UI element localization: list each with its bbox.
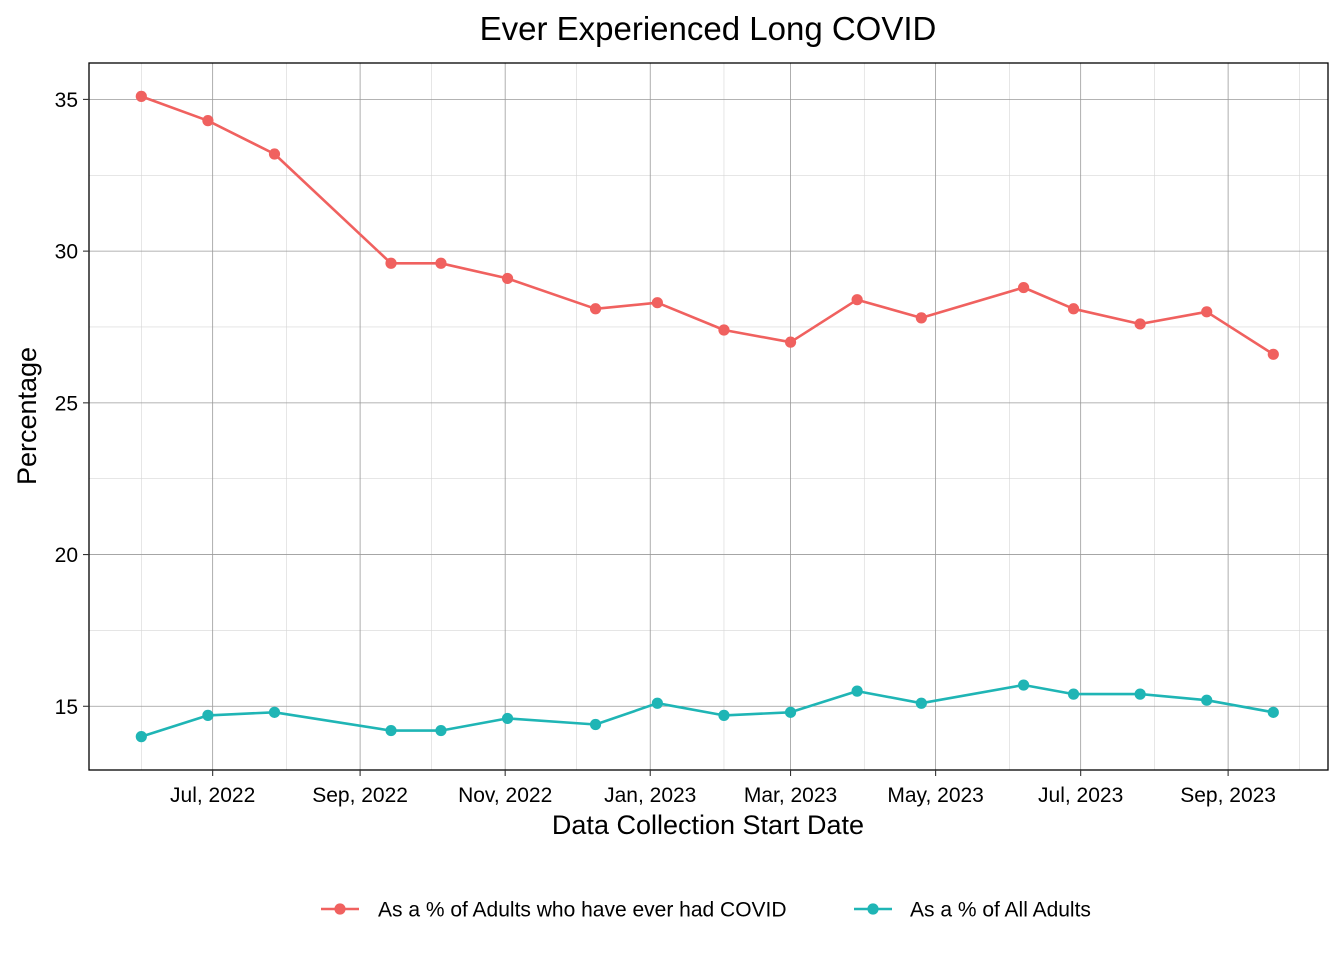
series-1 xyxy=(135,90,1279,360)
data-point xyxy=(268,148,281,160)
data-point xyxy=(1018,679,1030,691)
data-point xyxy=(1018,281,1030,294)
legend-key-point xyxy=(334,903,346,915)
chart-title: Ever Experienced Long COVID xyxy=(480,10,937,47)
data-point xyxy=(1201,306,1213,318)
legend-label: As a % of All Adults xyxy=(910,899,1091,922)
data-point xyxy=(851,294,863,306)
data-point xyxy=(718,709,730,721)
x-axis-title: Data Collection Start Date xyxy=(552,810,864,840)
x-axis: Jul, 2022 Sep, 2022 Nov, 2022 Jan, 2023 Mar,… xyxy=(170,770,1276,807)
x-tick-label: Sep, 2023 xyxy=(1180,784,1276,807)
series-line xyxy=(140,683,1274,738)
data-point xyxy=(1267,348,1279,360)
data-point xyxy=(915,697,927,709)
data-point xyxy=(202,115,214,127)
data-point xyxy=(1134,318,1146,330)
data-point xyxy=(589,718,602,731)
data-point xyxy=(501,712,514,725)
data-point xyxy=(135,731,147,743)
data-point xyxy=(1201,694,1213,706)
legend-label: As a % of Adults who have ever had COVID xyxy=(378,899,787,922)
data-point xyxy=(501,272,514,285)
data-point xyxy=(1134,688,1146,700)
x-tick-label: Nov, 2022 xyxy=(458,784,552,807)
series-layer xyxy=(135,90,1279,743)
y-tick-label: 30 xyxy=(55,241,78,264)
data-point xyxy=(1267,706,1279,718)
series-line xyxy=(140,95,1274,356)
data-point xyxy=(1067,303,1080,315)
x-tick-label: May, 2023 xyxy=(887,784,984,807)
y-tick-label: 15 xyxy=(55,696,78,719)
y-tick-label: 35 xyxy=(55,89,78,112)
data-point xyxy=(135,90,147,102)
data-point xyxy=(718,324,730,336)
data-point xyxy=(784,706,797,718)
plot-panel xyxy=(88,62,1329,771)
grid-lines xyxy=(89,63,1328,770)
data-point xyxy=(915,312,927,324)
y-axis-title: Percentage xyxy=(12,347,42,485)
data-point xyxy=(1067,688,1080,700)
data-point xyxy=(268,706,281,718)
series-2 xyxy=(135,679,1279,743)
data-point xyxy=(651,297,663,309)
y-axis: 15 20 25 30 35 xyxy=(55,89,89,719)
x-tick-label: Sep, 2022 xyxy=(312,784,408,807)
y-tick-label: 20 xyxy=(55,544,78,567)
x-tick-label: Jul, 2022 xyxy=(170,784,255,807)
data-point xyxy=(385,257,397,269)
y-tick-label: 25 xyxy=(55,392,78,415)
data-point xyxy=(435,724,447,737)
legend-item: As a % of Adults who have ever had COVID xyxy=(321,899,787,922)
x-tick-label: Mar, 2023 xyxy=(744,784,837,807)
legend-item: As a % of All Adults xyxy=(854,899,1091,922)
legend: As a % of Adults who have ever had COVID… xyxy=(321,899,1091,922)
x-tick-label: Jul, 2023 xyxy=(1038,784,1123,807)
data-point xyxy=(651,697,663,709)
data-point xyxy=(589,303,602,315)
data-point xyxy=(202,709,214,721)
data-point xyxy=(435,257,447,269)
data-point xyxy=(851,685,863,697)
data-point xyxy=(784,336,797,348)
x-tick-label: Jan, 2023 xyxy=(604,784,696,807)
legend-key-point xyxy=(867,903,879,915)
data-point xyxy=(385,724,397,737)
